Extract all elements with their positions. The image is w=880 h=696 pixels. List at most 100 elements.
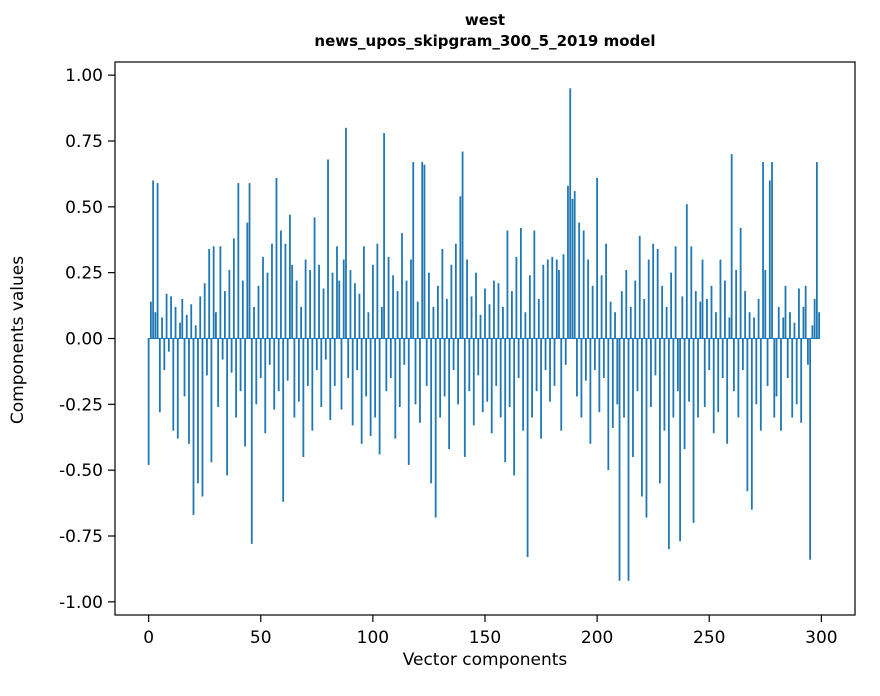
bar bbox=[600, 275, 603, 339]
bar bbox=[181, 299, 184, 339]
bar bbox=[336, 246, 338, 339]
bar bbox=[387, 256, 390, 339]
bar bbox=[661, 285, 664, 339]
bar bbox=[578, 222, 581, 339]
bar bbox=[448, 338, 451, 450]
bar bbox=[331, 272, 334, 339]
bar bbox=[419, 338, 421, 423]
bar bbox=[497, 283, 500, 339]
bar bbox=[618, 338, 621, 581]
bar bbox=[300, 306, 303, 339]
bar bbox=[354, 283, 356, 339]
bar bbox=[403, 338, 406, 365]
bar bbox=[672, 338, 675, 418]
bar bbox=[567, 185, 569, 339]
bar bbox=[232, 238, 235, 339]
bar bbox=[782, 317, 785, 339]
bar bbox=[197, 338, 199, 484]
bar bbox=[638, 235, 641, 339]
bar bbox=[154, 312, 157, 339]
bar bbox=[560, 338, 563, 431]
bar bbox=[297, 338, 300, 402]
bar bbox=[627, 338, 630, 581]
bar bbox=[508, 338, 511, 407]
bar bbox=[315, 338, 318, 371]
bar bbox=[282, 338, 285, 502]
bar bbox=[517, 338, 520, 378]
bar bbox=[380, 306, 383, 339]
bar bbox=[174, 306, 177, 339]
bar bbox=[490, 338, 493, 434]
bar bbox=[526, 338, 529, 558]
bar bbox=[223, 291, 226, 339]
bar bbox=[746, 338, 749, 492]
x-tick-label: 100 bbox=[357, 628, 389, 648]
bar bbox=[598, 338, 601, 413]
bar bbox=[176, 338, 179, 439]
bar bbox=[811, 325, 814, 339]
bar bbox=[358, 293, 361, 339]
bar bbox=[535, 338, 538, 392]
bar bbox=[741, 338, 744, 371]
bar bbox=[259, 338, 262, 378]
bar bbox=[795, 338, 798, 405]
bar bbox=[302, 338, 305, 457]
bar bbox=[313, 217, 316, 339]
bar bbox=[360, 338, 363, 444]
bar bbox=[208, 248, 211, 339]
bar bbox=[643, 299, 646, 339]
bar bbox=[172, 338, 175, 431]
bar bbox=[237, 183, 240, 339]
bar bbox=[712, 338, 715, 434]
bar bbox=[309, 270, 311, 339]
bar bbox=[733, 338, 735, 392]
bar bbox=[522, 338, 525, 431]
bar bbox=[809, 338, 812, 560]
bar bbox=[163, 338, 166, 371]
bar bbox=[477, 338, 480, 376]
bar bbox=[461, 151, 464, 339]
bar bbox=[363, 246, 365, 339]
bar bbox=[750, 338, 753, 510]
bar bbox=[679, 338, 681, 542]
bar bbox=[255, 338, 258, 405]
bar bbox=[203, 283, 206, 339]
bar bbox=[585, 338, 587, 381]
bar bbox=[620, 291, 623, 339]
bar bbox=[445, 299, 448, 339]
bar bbox=[771, 162, 773, 339]
bar bbox=[280, 230, 282, 339]
bar bbox=[199, 296, 202, 339]
bar bbox=[753, 317, 755, 339]
y-axis-label: Components values bbox=[8, 255, 28, 425]
bar bbox=[766, 338, 769, 386]
bar bbox=[506, 230, 509, 339]
bar bbox=[466, 259, 468, 339]
bar bbox=[540, 338, 542, 439]
bar bbox=[342, 259, 345, 339]
bar bbox=[786, 338, 789, 378]
plot-border bbox=[114, 61, 856, 616]
bar bbox=[721, 338, 724, 378]
bar bbox=[636, 338, 639, 392]
bar bbox=[537, 299, 540, 339]
bar bbox=[558, 270, 560, 339]
bar bbox=[789, 312, 791, 339]
bar bbox=[295, 280, 298, 339]
bar bbox=[376, 243, 379, 339]
bar bbox=[775, 338, 778, 397]
bar bbox=[311, 338, 314, 431]
bar bbox=[596, 177, 599, 339]
bar bbox=[385, 338, 388, 392]
bar bbox=[629, 306, 632, 339]
bar bbox=[412, 162, 415, 339]
bar bbox=[728, 317, 731, 339]
bar bbox=[217, 338, 220, 407]
bar bbox=[488, 304, 491, 339]
bar bbox=[685, 204, 688, 339]
bar bbox=[416, 301, 419, 339]
bar bbox=[291, 264, 294, 339]
bar bbox=[607, 338, 610, 471]
bar bbox=[555, 259, 558, 339]
bar bbox=[369, 338, 372, 436]
